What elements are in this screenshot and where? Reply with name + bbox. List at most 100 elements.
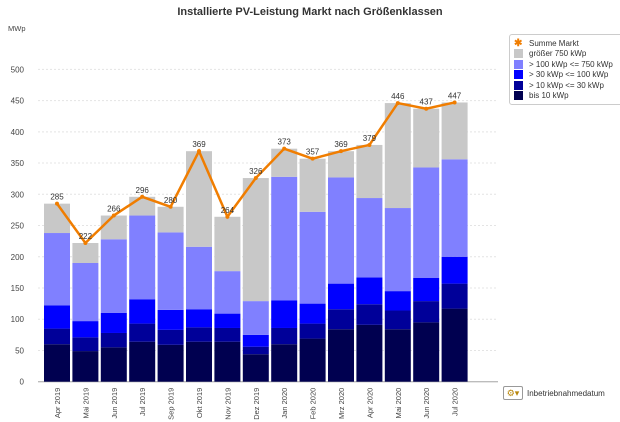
data-label: 369 — [192, 140, 206, 149]
x-tick-label: Feb 2020 — [309, 388, 318, 420]
bar-segment — [242, 301, 269, 335]
bar-segment — [299, 338, 326, 382]
bar-segment — [299, 158, 326, 212]
legend-item[interactable]: > 10 kWp <= 30 kWp — [514, 80, 620, 91]
legend-label: > 100 kWp <= 750 kWp — [529, 59, 613, 69]
bar-segment — [441, 159, 468, 257]
line-point — [168, 204, 173, 209]
bar-segment — [129, 323, 156, 342]
chart-title: Installierte PV-Leistung Markt nach Größ… — [177, 6, 443, 18]
data-label: 296 — [136, 186, 150, 195]
bar-segment — [242, 354, 269, 382]
bar-segment — [157, 232, 184, 310]
x-tick-label: Mai 2020 — [394, 388, 403, 419]
line-point — [452, 100, 457, 105]
bar-segment — [384, 310, 411, 330]
line-point — [339, 149, 343, 154]
data-label: 266 — [107, 205, 121, 214]
bar-segment — [441, 308, 468, 382]
bar-segment — [44, 233, 70, 306]
x-tick-label: Jan 2020 — [280, 388, 289, 419]
bar-segment — [441, 102, 468, 160]
bar-segment — [299, 211, 326, 304]
legend-item[interactable]: > 100 kWp <= 750 kWp — [514, 59, 620, 70]
legend-label: bis 10 kWp — [529, 91, 569, 101]
dimension-selector[interactable]: ⚙▾ Inbetriebnahmedatum — [503, 386, 605, 400]
legend-item[interactable]: größer 750 kWp — [514, 49, 620, 60]
y-tick-label: 500 — [11, 65, 25, 74]
x-tick-label: Sep 2019 — [167, 388, 176, 420]
bar-segment — [100, 332, 127, 348]
legend-item-line[interactable]: ✱ Summe Markt — [514, 38, 620, 49]
x-tick-label: Jun 2019 — [110, 388, 119, 419]
data-label: 373 — [278, 138, 292, 147]
line-point — [367, 142, 372, 147]
data-label: 264 — [221, 206, 235, 215]
bar-segment — [384, 291, 411, 311]
legend-swatch — [514, 91, 523, 101]
bar-segment — [271, 176, 298, 301]
bar-segment — [242, 178, 269, 302]
bar-segment — [44, 344, 70, 382]
bar-segment — [328, 151, 354, 178]
y-tick-label: 350 — [11, 159, 25, 168]
bar-segment — [100, 347, 127, 382]
legend-label: > 10 kWp <= 30 kWp — [529, 80, 604, 90]
legend-swatch — [514, 70, 523, 80]
bar-segment — [157, 309, 184, 330]
dimension-icon[interactable]: ⚙▾ — [503, 386, 523, 400]
bar-segment — [186, 151, 212, 247]
x-tick-label: Apr 2020 — [365, 388, 374, 418]
data-label: 447 — [448, 91, 462, 100]
bar-segment — [44, 203, 70, 234]
y-tick-label: 400 — [11, 128, 25, 137]
bar-segment — [100, 215, 127, 240]
legend-label: > 30 kWp <= 100 kWp — [529, 70, 609, 80]
data-label: 280 — [164, 196, 178, 205]
legend-item[interactable]: > 30 kWp <= 100 kWp — [514, 70, 620, 81]
bar-segment — [328, 177, 354, 284]
line-point — [111, 213, 116, 218]
bar-segment — [129, 299, 156, 324]
x-tick-label: Jun 2020 — [422, 388, 431, 419]
bar-segment — [186, 341, 212, 382]
line-point — [140, 194, 145, 199]
bar-segment — [72, 337, 99, 352]
bar-segment — [214, 271, 241, 314]
y-tick-label: 250 — [11, 222, 25, 231]
bar-segment — [72, 263, 99, 322]
bar-segment — [328, 309, 354, 330]
x-tick-label: Okt 2019 — [195, 388, 204, 418]
bar-segment — [356, 198, 383, 278]
bar-segment — [129, 341, 156, 382]
x-tick-label: Dez 2019 — [252, 388, 261, 420]
bar-segment — [328, 329, 354, 382]
y-tick-label: 450 — [11, 97, 25, 106]
y-tick-label: 300 — [11, 190, 25, 199]
x-tick-label: Mrz 2020 — [337, 388, 346, 419]
bar-segment — [242, 346, 269, 355]
bar-segment — [413, 167, 440, 278]
line-point — [424, 106, 429, 111]
line-point — [282, 146, 287, 151]
legend-swatch — [514, 49, 523, 59]
legend: ✱ Summe Markt größer 750 kWp > 100 kWp <= … — [509, 34, 620, 105]
bar-segment — [271, 300, 298, 328]
y-tick-label: 0 — [20, 378, 25, 387]
data-label: 285 — [50, 193, 64, 202]
legend-item[interactable]: bis 10 kWp — [514, 91, 620, 102]
y-tick-label: 150 — [11, 284, 25, 293]
bar-segment — [242, 334, 269, 347]
bar-segment — [413, 108, 440, 168]
line-point — [395, 101, 400, 106]
x-tick-label: Jul 2019 — [138, 388, 147, 416]
line-point — [310, 156, 315, 161]
line-point — [197, 149, 201, 154]
data-label: 446 — [391, 92, 405, 101]
bar-segment — [72, 243, 99, 264]
y-tick-label: 50 — [15, 346, 24, 355]
data-label: 379 — [363, 134, 377, 143]
line-point — [83, 241, 88, 246]
x-tick-label: Jul 2020 — [451, 388, 460, 416]
